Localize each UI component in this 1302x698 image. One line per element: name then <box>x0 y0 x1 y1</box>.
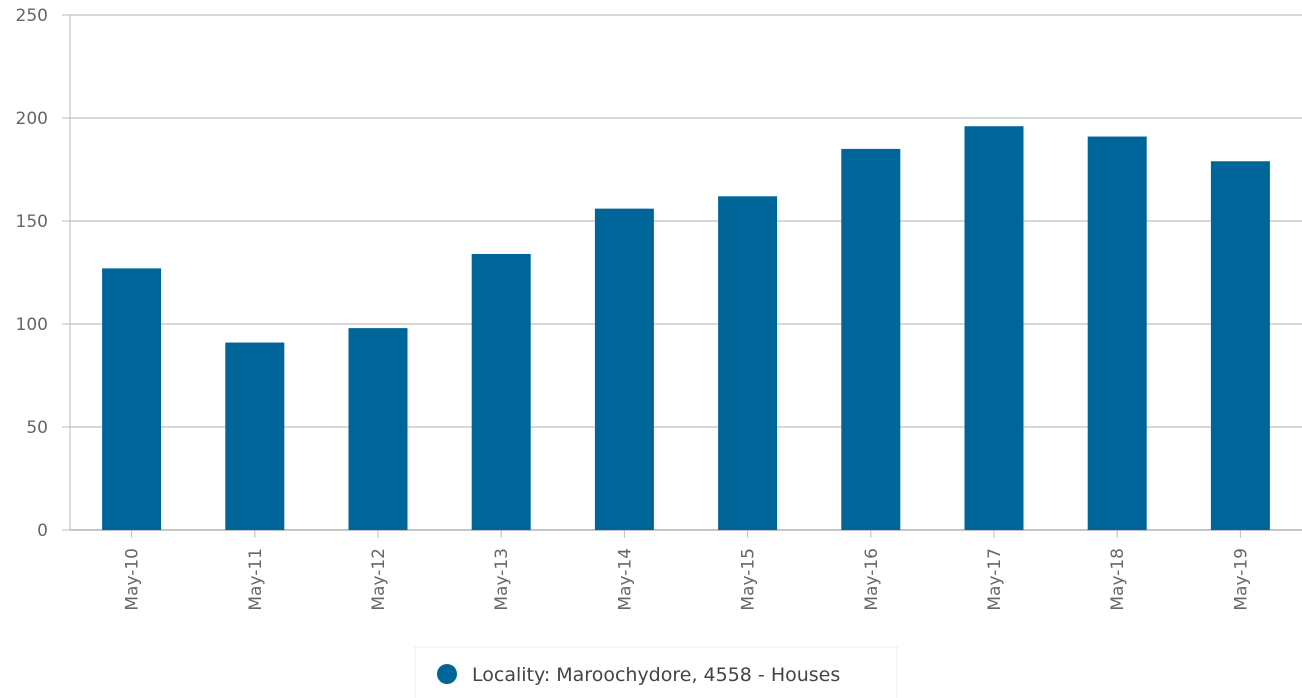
y-tick-label: 250 <box>16 6 48 26</box>
bar <box>102 268 162 530</box>
bar <box>1210 161 1270 530</box>
y-tick-label: 100 <box>16 315 48 335</box>
x-tick-label: May-16 <box>862 548 882 611</box>
bar <box>964 126 1024 531</box>
x-tick-label: May-10 <box>123 548 143 611</box>
y-tick-label: 0 <box>37 521 48 541</box>
x-tick-label: May-11 <box>246 548 266 611</box>
x-tick-label: May-17 <box>985 548 1005 611</box>
bar <box>718 196 778 530</box>
x-tick-label: May-19 <box>1231 548 1251 611</box>
legend-marker <box>437 664 457 684</box>
y-tick-label: 50 <box>26 418 48 438</box>
bar <box>348 328 408 530</box>
x-tick-label: May-18 <box>1108 548 1128 611</box>
bar <box>594 208 654 530</box>
bar <box>1087 136 1147 531</box>
legend-label: Locality: Maroochydore, 4558 - Houses <box>472 664 840 686</box>
x-tick-label: May-13 <box>492 548 512 611</box>
bar <box>471 253 531 530</box>
bar <box>225 342 285 530</box>
bar <box>841 148 901 530</box>
x-tick-label: May-12 <box>369 548 389 611</box>
y-tick-label: 150 <box>16 212 48 232</box>
y-tick-label: 200 <box>16 109 48 129</box>
x-tick-label: May-15 <box>739 548 759 611</box>
legend-box <box>414 646 898 698</box>
x-tick-label: May-14 <box>615 548 635 611</box>
